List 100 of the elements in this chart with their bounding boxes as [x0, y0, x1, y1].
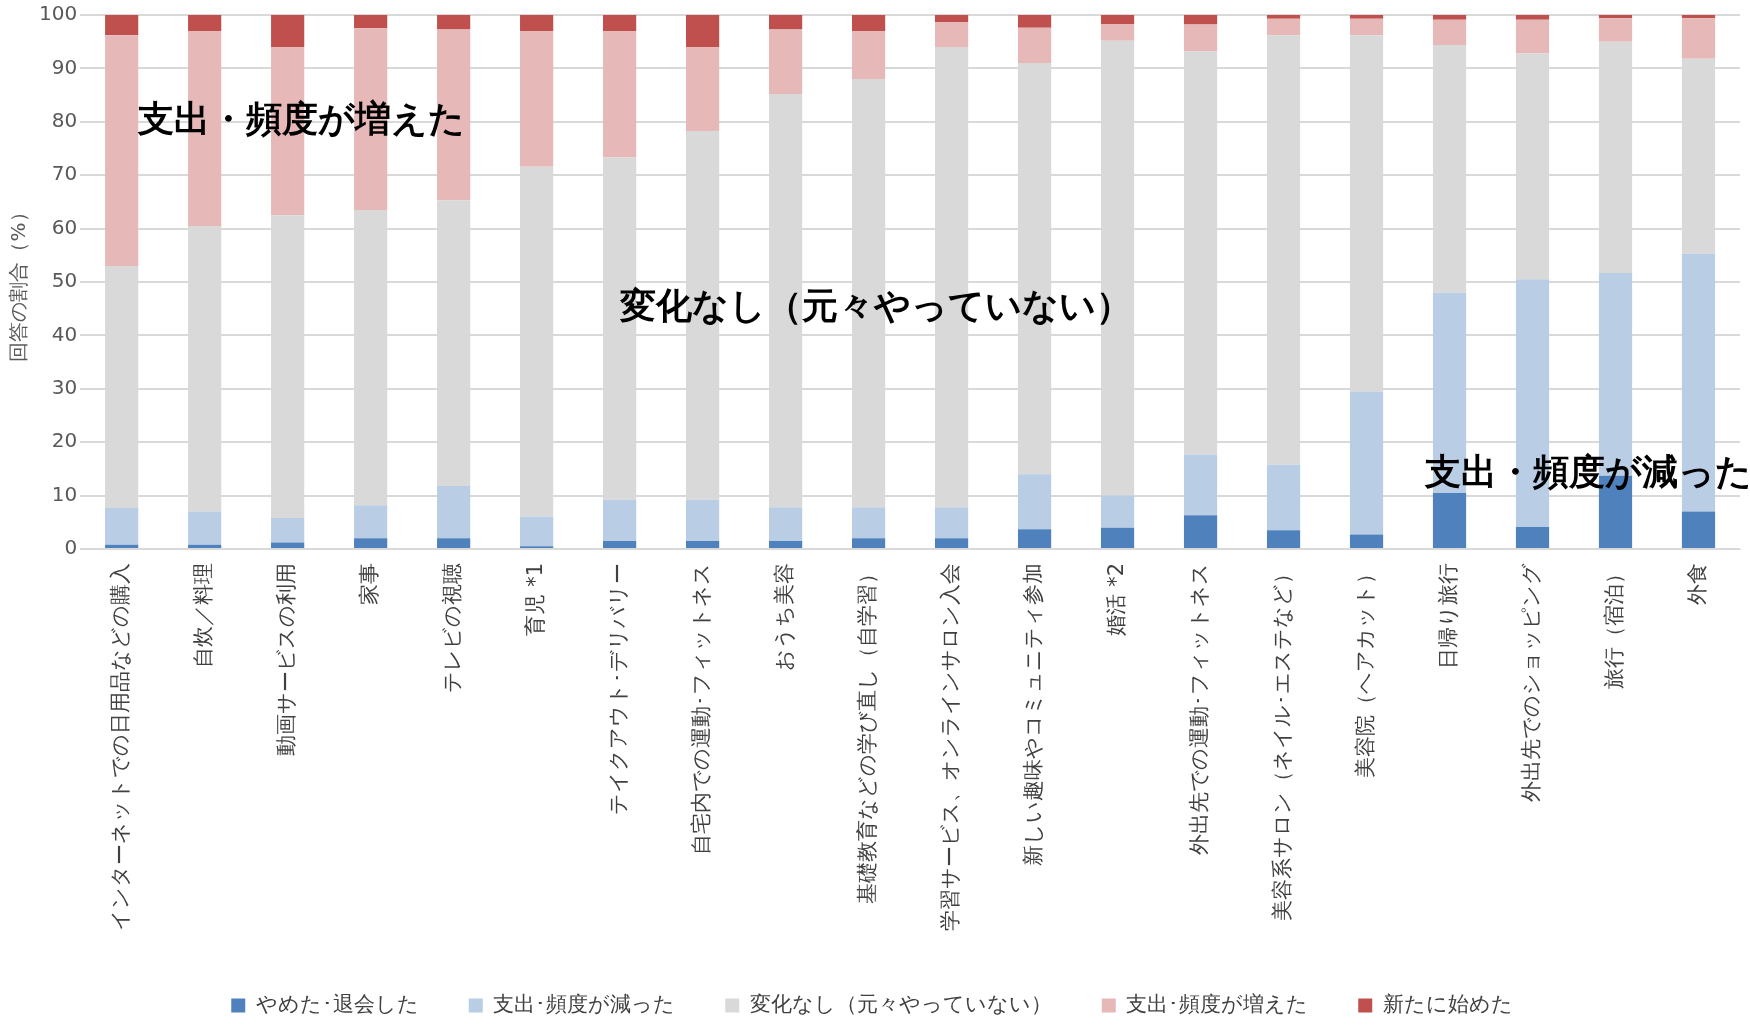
bar — [1515, 15, 1550, 20]
bar — [520, 15, 554, 32]
x-tick-label: テレビの視聴 — [440, 563, 465, 693]
bar — [1100, 527, 1135, 548]
bar — [1681, 18, 1716, 59]
bar — [1017, 27, 1052, 64]
bar — [851, 507, 886, 539]
bar — [1100, 15, 1135, 25]
y-tick-label: 30 — [51, 375, 78, 399]
bar — [1183, 15, 1218, 25]
x-tick-label: 美容系サロン（ネイル･エステなど） — [1270, 563, 1294, 921]
bar — [1266, 15, 1301, 19]
bar — [769, 540, 803, 548]
y-tick-label: 60 — [51, 214, 78, 239]
bar — [1349, 18, 1384, 36]
bar — [603, 540, 637, 548]
bar — [271, 15, 305, 48]
bar — [1598, 18, 1633, 42]
bar — [188, 511, 222, 545]
bar — [686, 15, 720, 48]
bar — [1681, 15, 1716, 19]
y-tick-label: 50 — [51, 268, 78, 293]
bar — [934, 538, 969, 548]
y-tick-label: 0 — [64, 535, 78, 560]
bar — [1515, 527, 1550, 548]
bar — [1183, 454, 1218, 516]
x-tick-label: 動画サービスの利用 — [274, 563, 299, 756]
x-tick-label: 学習サービス、オンラインサロン入会 — [938, 563, 963, 931]
bar — [769, 15, 803, 30]
bar — [271, 542, 305, 548]
bar — [769, 507, 803, 541]
bar — [1266, 18, 1301, 36]
bar — [1432, 492, 1467, 548]
bar — [1266, 530, 1301, 548]
bar — [105, 544, 139, 548]
bar — [437, 15, 471, 30]
bar — [354, 538, 388, 548]
bar — [1432, 15, 1467, 20]
x-tick-label: おうち美容 — [772, 563, 797, 671]
bar — [437, 538, 471, 548]
x-tick-label: 育児 *1 — [523, 563, 548, 636]
bar — [1598, 15, 1633, 19]
legend-label: 支出･頻度が増えた — [1126, 991, 1309, 1016]
annotation: 支出・頻度が増えた — [137, 98, 466, 140]
x-tick-label: 旅行（宿泊） — [1601, 563, 1626, 689]
bar — [603, 499, 637, 541]
bar — [1432, 19, 1467, 45]
bar — [686, 499, 720, 541]
x-tick-label: 新しい趣味やコミュニティ参加 — [1021, 563, 1046, 866]
legend-label: 支出･頻度が減った — [493, 991, 676, 1016]
bar — [769, 29, 803, 95]
bar — [105, 35, 139, 266]
bar — [603, 31, 637, 158]
bar — [1349, 534, 1384, 548]
bar — [271, 518, 305, 543]
x-tick-label: 外食 — [1684, 563, 1709, 605]
x-tick-label: 家事 — [357, 563, 382, 605]
x-tick-label: 外出先でのショッピング — [1518, 563, 1543, 802]
y-tick-label: 90 — [51, 54, 78, 79]
bar — [1017, 15, 1052, 28]
y-tick-label: 20 — [51, 428, 78, 453]
bar — [437, 485, 471, 539]
x-tick-label: 自炊／料理 — [191, 563, 216, 668]
x-tick-label: 婚活 *2 — [1104, 563, 1129, 636]
y-tick-label: 80 — [51, 108, 78, 132]
annotation: 変化なし（元々やっていない） — [618, 285, 1132, 327]
bar — [1100, 495, 1135, 528]
x-tick-label: 日帰り旅行 — [1435, 563, 1460, 669]
x-tick-label: テイクアウト･デリバリー — [606, 563, 631, 815]
bar — [934, 21, 969, 48]
y-tick-label: 10 — [51, 481, 78, 506]
bar — [686, 47, 720, 131]
bar — [354, 505, 388, 539]
bar — [1681, 511, 1716, 548]
bar — [520, 516, 554, 547]
bar — [603, 15, 637, 32]
y-axis-title: 回答の割合（%） — [6, 202, 31, 362]
bar — [520, 31, 554, 167]
bar — [1349, 15, 1384, 19]
x-tick-label: 自宅内での運動･フィットネス — [689, 563, 714, 855]
x-tick-label: 基礎教育などの学び直し（自学習） — [855, 563, 880, 904]
bar — [105, 507, 139, 545]
y-tick-label: 100 — [38, 1, 78, 26]
legend-label: やめた･退会した — [255, 991, 419, 1016]
bar — [1183, 24, 1218, 52]
bar — [934, 507, 969, 539]
x-tick-label: 美容院（ヘアカット） — [1352, 563, 1377, 778]
bar — [1100, 24, 1135, 41]
bar — [686, 540, 720, 548]
bar — [1183, 515, 1218, 548]
legend-label: 新たに始めた — [1382, 991, 1513, 1016]
bar — [934, 15, 969, 22]
bar — [354, 15, 388, 29]
bar — [1515, 19, 1550, 54]
legend-label: 変化なし（元々やっていない） — [749, 991, 1052, 1016]
bar — [105, 15, 139, 36]
bar — [851, 31, 886, 80]
bar — [188, 15, 222, 32]
bar — [188, 544, 222, 548]
bar — [1017, 474, 1052, 530]
